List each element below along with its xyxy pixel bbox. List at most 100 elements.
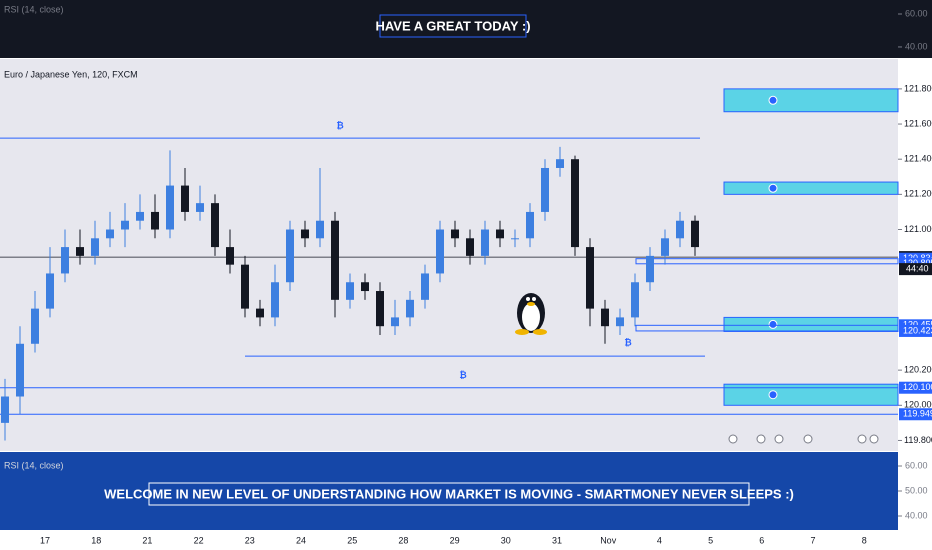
candle-body — [316, 220, 324, 239]
penguin — [515, 293, 547, 335]
price-badge — [899, 408, 932, 421]
candle-body — [586, 247, 594, 309]
candle-body — [121, 220, 129, 230]
candle-body — [646, 255, 654, 283]
x-tick-label: 30 — [501, 535, 511, 545]
chart-title: Euro / Japanese Yen, 120, FXCM — [4, 69, 138, 79]
candle-body — [91, 238, 99, 256]
x-tick-label: 25 — [347, 535, 357, 545]
candle-body — [61, 247, 69, 274]
x-tick-label: 28 — [398, 535, 408, 545]
candle-body — [451, 229, 459, 239]
candle-body — [631, 282, 639, 318]
candle-body — [541, 167, 549, 212]
y-tick-label: 50.00 — [905, 485, 928, 495]
candle-body — [136, 211, 144, 221]
x-tick-label: 7 — [810, 535, 815, 545]
candle-body — [211, 203, 219, 248]
candle-body — [496, 229, 504, 239]
y-tick-label: 120.200 — [904, 365, 932, 375]
y-tick-label: 121.200 — [904, 189, 932, 199]
countdown: 44:40 — [906, 263, 929, 273]
candle-body — [436, 229, 444, 274]
candle-body — [526, 211, 534, 239]
x-tick-label: 24 — [296, 535, 306, 545]
x-tick-label: 22 — [194, 535, 204, 545]
candle-body — [511, 238, 519, 240]
candle-body — [421, 273, 429, 300]
candle-body — [46, 273, 54, 309]
zone — [723, 316, 899, 332]
banner-box — [148, 482, 750, 506]
zone — [723, 88, 899, 113]
price-badge — [899, 381, 932, 394]
x-tick-label: 4 — [657, 535, 662, 545]
price-range — [635, 258, 899, 265]
event-icons — [728, 434, 879, 444]
candle-body — [31, 308, 39, 344]
eye-icon — [768, 319, 778, 329]
y-tick-label: 121.400 — [904, 154, 932, 164]
x-tick-label: 8 — [862, 535, 867, 545]
price-badge — [899, 324, 932, 337]
y-tick-label: 119.800 — [904, 435, 932, 445]
x-tick-label: 18 — [91, 535, 101, 545]
price-badge-label: 120.455 — [903, 320, 932, 330]
candle-body — [16, 343, 24, 397]
candle-body — [196, 203, 204, 212]
candle-body — [1, 396, 9, 423]
candle-body — [556, 159, 564, 168]
candle-body — [166, 185, 174, 230]
candle-body — [151, 211, 159, 230]
x-tick-label: 6 — [759, 535, 764, 545]
x-tick-label: 31 — [552, 535, 562, 545]
candle-body — [241, 264, 249, 309]
candle-body — [406, 299, 414, 318]
price-badge-label: 119.949 — [903, 409, 932, 419]
y-tick-label: 121.000 — [904, 224, 932, 234]
candle-body — [256, 308, 264, 318]
level-label: ₿ — [459, 370, 466, 380]
top-panel — [0, 0, 932, 58]
y-tick-label: 60.00 — [905, 8, 928, 18]
date-axis — [0, 530, 932, 550]
bottom-label: RSI (14, close) — [4, 460, 64, 470]
bottom-banner: WELCOME IN NEW LEVEL OF UNDERSTANDING HO… — [104, 486, 794, 501]
x-tick-label: 29 — [450, 535, 460, 545]
candle-body — [376, 291, 384, 327]
price-badge-label: 120.423 — [903, 325, 932, 335]
y-tick-label: 121.600 — [904, 118, 932, 128]
y-tick-label: 40.00 — [905, 510, 928, 520]
x-tick-label: Nov — [600, 535, 617, 545]
level-label: ₿ — [336, 120, 343, 130]
y-tick-label: 40.00 — [905, 41, 928, 51]
x-tick-label: 5 — [708, 535, 713, 545]
zone — [723, 383, 899, 406]
candle-body — [391, 317, 399, 327]
candle-body — [481, 229, 489, 256]
countdown-badge — [899, 263, 932, 276]
candle-body — [271, 282, 279, 318]
candle-body — [301, 229, 309, 239]
zone — [723, 181, 899, 195]
y-tick-label: 120.000 — [904, 400, 932, 410]
candle-body — [346, 282, 354, 300]
eye-icon — [768, 183, 778, 193]
candle-body — [331, 220, 339, 300]
x-tick-label: 17 — [40, 535, 50, 545]
x-tick-label: 21 — [142, 535, 152, 545]
level-label: ₿ — [624, 337, 631, 347]
price-range — [635, 324, 899, 332]
x-tick-label: 23 — [245, 535, 255, 545]
bottom-axis — [898, 452, 932, 530]
candle-body — [76, 247, 84, 256]
candle-body — [181, 185, 189, 212]
candle-body — [676, 220, 684, 239]
top-label: RSI (14, close) — [4, 4, 64, 14]
candle-body — [361, 282, 369, 292]
candle-body — [691, 220, 699, 248]
candle-body — [466, 238, 474, 256]
candle-body — [226, 247, 234, 265]
bottom-panel — [0, 452, 898, 530]
